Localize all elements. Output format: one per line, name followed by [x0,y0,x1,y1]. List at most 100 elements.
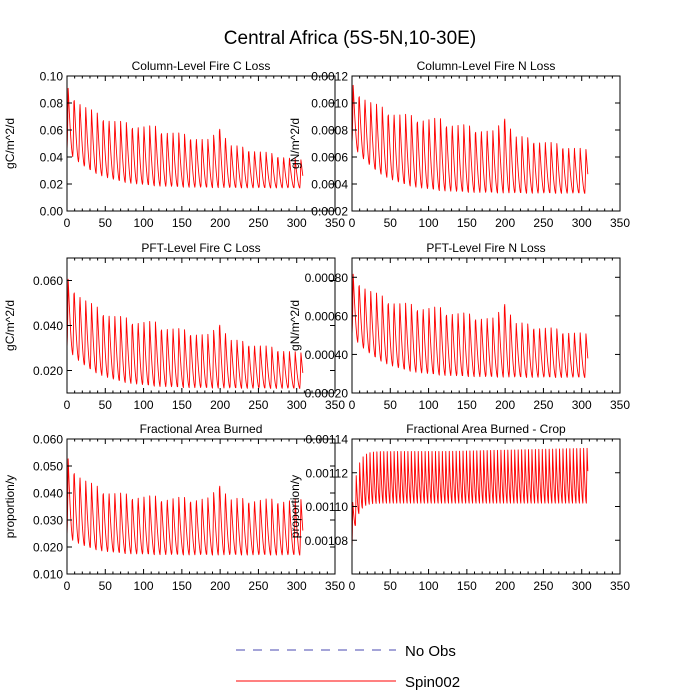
x-tick-label: 0 [64,398,71,412]
y-tick-label: 0.0008 [311,124,348,138]
y-tick-label: 0.040 [33,319,63,333]
x-tick-label: 150 [172,216,192,230]
panel-pft-fire-n-loss: 0 50 100 150 200 250 300 3500.000200.000400.000… [288,241,630,412]
y-tick-label: 0.040 [33,487,63,501]
x-tick-label: 350 [325,579,345,593]
y-axis-label: gC/m^2/d [3,300,17,351]
x-tick-label: 150 [172,398,192,412]
panel-title: Column-Level Fire N Loss [417,59,556,73]
series-line-spin002 [67,278,304,389]
x-tick-label: 300 [572,398,592,412]
y-axis-label: proportion/y [288,475,302,538]
x-tick-label: 0 [64,579,71,593]
x-tick-label: 350 [325,398,345,412]
x-tick-label: 250 [533,398,553,412]
x-tick-label: 100 [134,579,154,593]
x-tick-label: 300 [572,579,592,593]
x-tick-label: 300 [572,216,592,230]
x-tick-label: 200 [495,579,515,593]
y-tick-label: 0.030 [33,514,63,528]
y-tick-label: 0.00110 [306,500,349,514]
y-tick-label: 0.050 [33,460,63,474]
panel-title: PFT-Level Fire N Loss [426,241,545,255]
x-tick-label: 0 [349,579,356,593]
x-tick-label: 50 [99,216,113,230]
series-line-spin002 [352,447,589,551]
y-tick-label: 0.060 [33,274,63,288]
legend-label-no-obs: No Obs [405,643,456,660]
plot-frame [66,438,336,575]
x-tick-label: 0 [349,398,356,412]
x-tick-label: 150 [457,398,477,412]
x-tick-label: 50 [384,398,398,412]
x-tick-label: 50 [99,579,113,593]
figure-title: Central Africa (5S-5N,10-30E) [224,28,476,49]
y-tick-label: 0.00112 [306,466,349,480]
y-axis-label: proportion/y [3,475,17,538]
y-tick-label: 0.0006 [311,151,348,165]
plot-frame [351,75,621,212]
y-tick-label: 0.04 [40,151,64,165]
y-tick-label: 0.010 [33,568,63,582]
y-tick-label: 0.00080 [305,271,349,285]
x-tick-label: 250 [533,579,553,593]
plot-frame [351,257,621,394]
series-line-spin002 [352,273,589,378]
y-tick-label: 0.02 [40,178,64,192]
y-tick-label: 0.00114 [306,433,349,447]
x-tick-label: 200 [210,398,230,412]
x-tick-label: 300 [287,398,307,412]
x-tick-label: 50 [99,398,113,412]
y-tick-label: 0.00020 [305,387,349,401]
panel-title: Fractional Area Burned - Crop [406,422,566,436]
y-tick-label: 0.00040 [305,348,349,362]
panel-pft-fire-c-loss: 0 50 100 150 200 250 300 350 0.020 0.040 0.060 PFT-… [3,241,345,412]
y-tick-label: 0.060 [33,433,63,447]
x-tick-label: 0 [349,216,356,230]
y-tick-label: 0.0004 [311,178,348,192]
x-tick-label: 350 [610,398,630,412]
x-tick-label: 100 [419,216,439,230]
x-tick-label: 250 [248,579,268,593]
legend: No Obs Spin002 [236,643,460,691]
y-axis-label: gN/m^2/d [288,300,302,351]
y-tick-label: 0.00 [40,205,64,219]
plot-frame [66,75,336,212]
series-line-spin002 [67,87,304,189]
x-tick-label: 250 [248,398,268,412]
series-line-spin002 [352,84,589,194]
y-tick-label: 0.020 [33,364,63,378]
x-tick-label: 100 [134,216,154,230]
x-tick-label: 200 [495,216,515,230]
x-tick-label: 200 [210,216,230,230]
panel-fractional-area-burned: 0 50 100 150 200 250 300 350 0.010 0.020 0.030 0.04… [3,422,345,593]
y-tick-label: 0.0012 [311,70,348,84]
y-axis-label: gC/m^2/d [3,118,17,169]
x-tick-label: 150 [172,579,192,593]
x-tick-label: 350 [610,216,630,230]
series-line-spin002 [67,458,304,556]
panel-title: PFT-Level Fire C Loss [141,241,260,255]
x-tick-label: 100 [134,398,154,412]
panel-column-fire-n-loss: 0 50 100 150 200 250 300 3500.00020.00040.00060… [288,59,630,230]
x-tick-label: 50 [384,579,398,593]
x-tick-label: 200 [495,398,515,412]
x-tick-label: 300 [287,216,307,230]
x-tick-label: 100 [419,398,439,412]
x-tick-label: 350 [325,216,345,230]
y-axis-label: gN/m^2/d [288,118,302,169]
x-tick-label: 150 [457,579,477,593]
panel-column-fire-c-loss: 0 50 100 150 200 250 300 350 0.00 0.02 0.04 0.06 0.0… [3,59,345,230]
y-tick-label: 0.00060 [305,309,349,323]
x-tick-label: 250 [533,216,553,230]
y-tick-label: 0.10 [40,70,64,84]
panel-fractional-area-burned-crop: 0 50 100 150 200 250 300 350 0.00108 0.00110 0.001… [288,422,630,593]
x-tick-label: 50 [384,216,398,230]
y-tick-label: 0.0002 [311,205,348,219]
y-tick-label: 0.08 [40,97,64,111]
legend-label-spin002: Spin002 [405,674,460,691]
y-tick-label: 0.0010 [311,97,348,111]
y-tick-label: 0.00108 [305,534,349,548]
panel-title: Column-Level Fire C Loss [132,59,271,73]
